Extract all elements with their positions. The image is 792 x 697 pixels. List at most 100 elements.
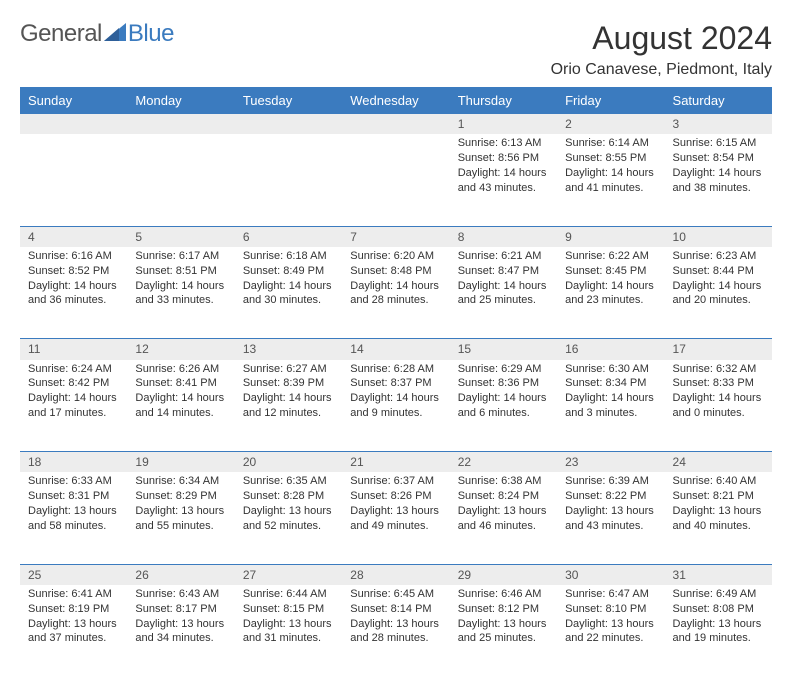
sunrise-line: Sunrise: 6:21 AM [458, 249, 549, 264]
calendar-week-row: Sunrise: 6:24 AMSunset: 8:42 PMDaylight:… [20, 360, 772, 452]
day-number-cell: 11 [20, 339, 127, 360]
sunset-line: Sunset: 8:51 PM [135, 264, 226, 279]
sunrise-line: Sunrise: 6:44 AM [243, 587, 334, 602]
sunset-line: Sunset: 8:19 PM [28, 602, 119, 617]
sunset-line: Sunset: 8:44 PM [673, 264, 764, 279]
sunset-line: Sunset: 8:41 PM [135, 376, 226, 391]
weekday-header: Thursday [450, 87, 557, 114]
day-details: Sunrise: 6:37 AMSunset: 8:26 PMDaylight:… [342, 472, 449, 539]
day-number-cell [20, 114, 127, 134]
sunset-line: Sunset: 8:52 PM [28, 264, 119, 279]
day-details: Sunrise: 6:14 AMSunset: 8:55 PMDaylight:… [557, 134, 664, 201]
day-number-cell [342, 114, 449, 134]
day-number-row: 18192021222324 [20, 452, 772, 473]
sunset-line: Sunset: 8:48 PM [350, 264, 441, 279]
sunrise-line: Sunrise: 6:27 AM [243, 362, 334, 377]
daylight-line: Daylight: 13 hours and 28 minutes. [350, 617, 441, 647]
sunrise-line: Sunrise: 6:33 AM [28, 474, 119, 489]
calendar-day-cell: Sunrise: 6:16 AMSunset: 8:52 PMDaylight:… [20, 247, 127, 339]
day-details: Sunrise: 6:43 AMSunset: 8:17 PMDaylight:… [127, 585, 234, 652]
daylight-line: Daylight: 14 hours and 0 minutes. [673, 391, 764, 421]
day-number-cell: 27 [235, 564, 342, 585]
weekday-header: Tuesday [235, 87, 342, 114]
daylight-line: Daylight: 14 hours and 14 minutes. [135, 391, 226, 421]
day-number-cell [127, 114, 234, 134]
sunset-line: Sunset: 8:45 PM [565, 264, 656, 279]
day-number-cell: 1 [450, 114, 557, 134]
sunrise-line: Sunrise: 6:46 AM [458, 587, 549, 602]
sunset-line: Sunset: 8:39 PM [243, 376, 334, 391]
day-number-cell: 30 [557, 564, 664, 585]
day-number-row: 45678910 [20, 226, 772, 247]
day-number-cell: 31 [665, 564, 772, 585]
sunrise-line: Sunrise: 6:45 AM [350, 587, 441, 602]
day-number-cell: 15 [450, 339, 557, 360]
day-details: Sunrise: 6:39 AMSunset: 8:22 PMDaylight:… [557, 472, 664, 539]
day-details: Sunrise: 6:18 AMSunset: 8:49 PMDaylight:… [235, 247, 342, 314]
daylight-line: Daylight: 13 hours and 31 minutes. [243, 617, 334, 647]
daylight-line: Daylight: 14 hours and 28 minutes. [350, 279, 441, 309]
day-number-cell: 29 [450, 564, 557, 585]
day-details: Sunrise: 6:21 AMSunset: 8:47 PMDaylight:… [450, 247, 557, 314]
day-details: Sunrise: 6:34 AMSunset: 8:29 PMDaylight:… [127, 472, 234, 539]
logo-text-2: Blue [128, 20, 174, 48]
sunset-line: Sunset: 8:36 PM [458, 376, 549, 391]
day-details: Sunrise: 6:44 AMSunset: 8:15 PMDaylight:… [235, 585, 342, 652]
calendar-week-row: Sunrise: 6:41 AMSunset: 8:19 PMDaylight:… [20, 585, 772, 677]
sunset-line: Sunset: 8:26 PM [350, 489, 441, 504]
day-number-cell: 8 [450, 226, 557, 247]
sunset-line: Sunset: 8:22 PM [565, 489, 656, 504]
day-details: Sunrise: 6:29 AMSunset: 8:36 PMDaylight:… [450, 360, 557, 427]
sunrise-line: Sunrise: 6:40 AM [673, 474, 764, 489]
sunrise-line: Sunrise: 6:37 AM [350, 474, 441, 489]
daylight-line: Daylight: 13 hours and 52 minutes. [243, 504, 334, 534]
day-number-cell: 3 [665, 114, 772, 134]
day-number-cell: 21 [342, 452, 449, 473]
day-details: Sunrise: 6:33 AMSunset: 8:31 PMDaylight:… [20, 472, 127, 539]
day-number-cell: 26 [127, 564, 234, 585]
calendar-day-cell: Sunrise: 6:37 AMSunset: 8:26 PMDaylight:… [342, 472, 449, 564]
calendar-day-cell: Sunrise: 6:28 AMSunset: 8:37 PMDaylight:… [342, 360, 449, 452]
day-number-cell: 9 [557, 226, 664, 247]
daylight-line: Daylight: 14 hours and 30 minutes. [243, 279, 334, 309]
day-details: Sunrise: 6:15 AMSunset: 8:54 PMDaylight:… [665, 134, 772, 201]
day-number-cell: 5 [127, 226, 234, 247]
calendar-day-cell: Sunrise: 6:15 AMSunset: 8:54 PMDaylight:… [665, 134, 772, 226]
day-number-cell: 2 [557, 114, 664, 134]
weekday-header: Friday [557, 87, 664, 114]
sunset-line: Sunset: 8:31 PM [28, 489, 119, 504]
calendar-day-cell: Sunrise: 6:21 AMSunset: 8:47 PMDaylight:… [450, 247, 557, 339]
sunrise-line: Sunrise: 6:26 AM [135, 362, 226, 377]
day-number-cell: 19 [127, 452, 234, 473]
calendar-day-cell: Sunrise: 6:39 AMSunset: 8:22 PMDaylight:… [557, 472, 664, 564]
day-details: Sunrise: 6:46 AMSunset: 8:12 PMDaylight:… [450, 585, 557, 652]
day-number-cell: 20 [235, 452, 342, 473]
sunrise-line: Sunrise: 6:15 AM [673, 136, 764, 151]
daylight-line: Daylight: 14 hours and 17 minutes. [28, 391, 119, 421]
calendar-day-cell [127, 134, 234, 226]
sunset-line: Sunset: 8:10 PM [565, 602, 656, 617]
daylight-line: Daylight: 14 hours and 25 minutes. [458, 279, 549, 309]
daylight-line: Daylight: 14 hours and 43 minutes. [458, 166, 549, 196]
daylight-line: Daylight: 14 hours and 6 minutes. [458, 391, 549, 421]
day-details: Sunrise: 6:32 AMSunset: 8:33 PMDaylight:… [665, 360, 772, 427]
day-details: Sunrise: 6:45 AMSunset: 8:14 PMDaylight:… [342, 585, 449, 652]
calendar-day-cell: Sunrise: 6:22 AMSunset: 8:45 PMDaylight:… [557, 247, 664, 339]
sunrise-line: Sunrise: 6:24 AM [28, 362, 119, 377]
day-number-cell: 16 [557, 339, 664, 360]
weekday-header: Saturday [665, 87, 772, 114]
calendar-day-cell: Sunrise: 6:13 AMSunset: 8:56 PMDaylight:… [450, 134, 557, 226]
calendar-day-cell [235, 134, 342, 226]
daylight-line: Daylight: 14 hours and 33 minutes. [135, 279, 226, 309]
month-title: August 2024 [551, 20, 772, 57]
sunset-line: Sunset: 8:21 PM [673, 489, 764, 504]
daylight-line: Daylight: 14 hours and 38 minutes. [673, 166, 764, 196]
sunset-line: Sunset: 8:37 PM [350, 376, 441, 391]
day-number-row: 25262728293031 [20, 564, 772, 585]
calendar-day-cell: Sunrise: 6:26 AMSunset: 8:41 PMDaylight:… [127, 360, 234, 452]
daylight-line: Daylight: 13 hours and 22 minutes. [565, 617, 656, 647]
calendar-day-cell: Sunrise: 6:24 AMSunset: 8:42 PMDaylight:… [20, 360, 127, 452]
sunrise-line: Sunrise: 6:32 AM [673, 362, 764, 377]
calendar-day-cell: Sunrise: 6:47 AMSunset: 8:10 PMDaylight:… [557, 585, 664, 677]
sunset-line: Sunset: 8:55 PM [565, 151, 656, 166]
